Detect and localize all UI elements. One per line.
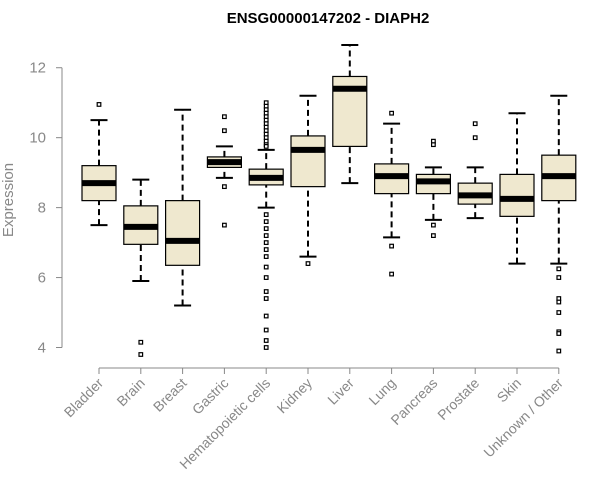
box-group bbox=[332, 43, 368, 185]
outlier-point bbox=[263, 144, 269, 149]
outlier-point bbox=[263, 313, 269, 319]
box-group bbox=[81, 102, 117, 227]
iqr-box bbox=[499, 173, 535, 217]
outlier-point bbox=[431, 233, 436, 238]
outlier-point bbox=[263, 289, 269, 294]
outlier-point bbox=[389, 243, 394, 249]
outlier-point bbox=[556, 266, 562, 272]
box-group bbox=[248, 100, 284, 350]
outlier-point bbox=[96, 102, 102, 107]
box-group bbox=[541, 94, 577, 354]
outlier-point bbox=[556, 310, 562, 315]
outlier-point bbox=[431, 142, 436, 148]
outlier-point bbox=[263, 233, 269, 238]
box-group bbox=[290, 94, 326, 266]
x-tick-label: Lung bbox=[365, 375, 398, 408]
chart-title: ENSG00000147202 - DIAPH2 bbox=[227, 10, 430, 27]
y-tick-label: 8 bbox=[38, 200, 46, 217]
iqr-box bbox=[165, 200, 201, 266]
outlier-point bbox=[263, 247, 269, 252]
y-axis-label: Expression bbox=[0, 163, 17, 237]
outlier-point bbox=[556, 299, 562, 305]
y-tick-label: 12 bbox=[29, 60, 46, 77]
outlier-point bbox=[472, 135, 478, 141]
x-tick-label: Unknown / Other bbox=[480, 375, 566, 461]
outlier-point bbox=[389, 110, 394, 116]
x-tick-label: Breast bbox=[150, 375, 190, 415]
x-tick-label: Skin bbox=[494, 375, 525, 406]
outlier-point bbox=[222, 128, 227, 134]
outlier-point bbox=[389, 271, 394, 277]
outlier-point bbox=[556, 348, 562, 354]
outlier-point bbox=[222, 222, 227, 228]
outlier-point bbox=[263, 240, 269, 245]
outlier-point bbox=[263, 345, 269, 350]
box-group bbox=[206, 114, 242, 228]
box-group bbox=[457, 121, 493, 220]
outlier-point bbox=[431, 222, 436, 228]
x-tick-label: Prostate bbox=[434, 375, 482, 423]
y-tick-label: 10 bbox=[29, 130, 46, 147]
y-axis: 4 6 8 10 12 bbox=[29, 60, 63, 357]
outlier-point bbox=[138, 339, 144, 345]
outlier-point bbox=[556, 331, 562, 336]
outlier-point bbox=[263, 275, 269, 280]
outlier-point bbox=[263, 327, 269, 333]
box-group bbox=[415, 138, 451, 238]
outlier-point bbox=[263, 264, 269, 270]
outlier-point bbox=[263, 254, 269, 259]
outlier-point bbox=[138, 352, 144, 357]
outlier-point bbox=[263, 212, 269, 218]
outlier-point bbox=[263, 296, 269, 301]
outlier-point bbox=[222, 114, 227, 120]
outlier-point bbox=[472, 121, 478, 127]
iqr-box bbox=[290, 135, 326, 188]
x-tick-label: Brain bbox=[113, 375, 147, 409]
plot-area bbox=[81, 43, 577, 357]
box-group bbox=[374, 110, 410, 277]
y-tick-label: 4 bbox=[38, 340, 46, 357]
outlier-point bbox=[222, 184, 227, 190]
outlier-point bbox=[556, 275, 562, 280]
box-group bbox=[123, 178, 159, 357]
outlier-point bbox=[263, 226, 269, 232]
outlier-point bbox=[263, 219, 269, 225]
y-tick-label: 6 bbox=[38, 270, 46, 287]
box-group bbox=[165, 108, 201, 307]
x-tick-label: Bladder bbox=[61, 375, 107, 421]
x-tick-label: Liver bbox=[324, 375, 357, 408]
x-tick-label: Kidney bbox=[274, 375, 316, 417]
outlier-point bbox=[263, 338, 269, 343]
box-group bbox=[499, 112, 535, 265]
outlier-point bbox=[305, 261, 311, 266]
